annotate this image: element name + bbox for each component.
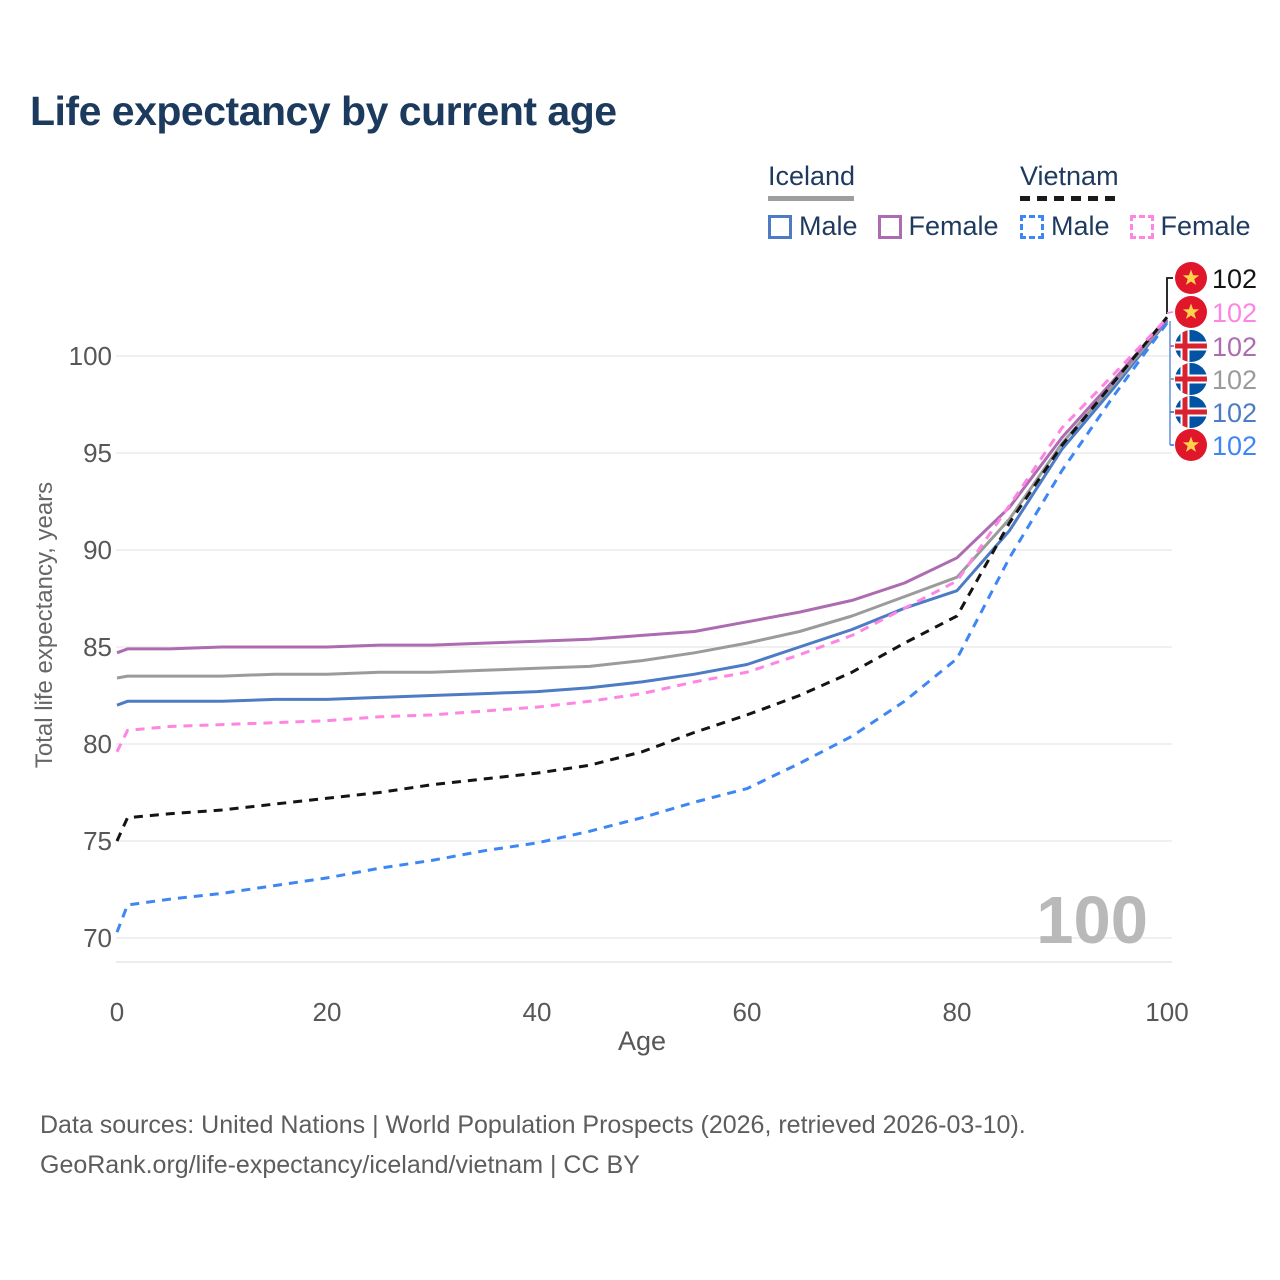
- vietnam-male-swatch-icon: [1020, 214, 1044, 239]
- vietnam-flag-icon: [1175, 296, 1207, 328]
- georank-url-text[interactable]: GeoRank.org/life-expectancy/iceland/viet…: [40, 1151, 640, 1179]
- legend-item-label: Female: [1160, 211, 1251, 241]
- legend-country-vietnam: Vietnam: [1020, 161, 1119, 191]
- x-tick-label: 100: [1145, 997, 1188, 1027]
- leader-line: [1166, 311, 1174, 314]
- vietnam-female-swatch-icon: [1129, 214, 1154, 239]
- legend-country-iceland: Iceland: [768, 161, 856, 191]
- series-line-iceland-total: [116, 319, 1169, 680]
- series-line-vietnam-female: [115, 317, 1169, 753]
- page-title: Life expectancy by current age: [30, 88, 617, 134]
- y-tick-label: 100: [69, 341, 112, 371]
- y-tick-label: 80: [83, 729, 112, 759]
- iceland-male-swatch-icon: [768, 214, 792, 239]
- x-tick-label: 60: [733, 997, 762, 1027]
- legend-item-label: Female: [908, 211, 999, 241]
- legend-group-vietnam: Vietnam Male Female: [1020, 161, 1271, 242]
- footer: Data sources: United Nations | World Pop…: [40, 1105, 1026, 1185]
- end-label-value-iceland-total: 102: [1212, 365, 1257, 395]
- legend-group-iceland: Iceland Male Female: [768, 161, 1019, 242]
- x-tick-label: 20: [313, 997, 342, 1027]
- x-tick-label: 0: [110, 997, 124, 1027]
- legend-linestyle-dashed-sample: [1020, 196, 1120, 201]
- iceland-female-swatch-icon: [877, 214, 902, 239]
- y-tick-label: 75: [83, 826, 112, 856]
- end-label-value-iceland-male: 102: [1212, 398, 1257, 428]
- y-tick-label: 85: [83, 632, 112, 662]
- age-counter-watermark: 100: [1036, 883, 1148, 958]
- legend-item-vietnam-male[interactable]: Male: [1020, 211, 1110, 242]
- series-line-vietnam-male: [115, 322, 1169, 933]
- legend-item-vietnam-female[interactable]: Female: [1129, 211, 1251, 242]
- iceland-flag-icon: [1175, 363, 1207, 395]
- legend-item-label: Male: [799, 211, 858, 241]
- end-label-value-iceland-female: 102: [1212, 332, 1257, 362]
- y-axis-title: Total life expectancy, years: [31, 482, 58, 768]
- y-tick-label: 70: [83, 923, 112, 953]
- y-tick-label: 95: [83, 438, 112, 468]
- legend-item-iceland-male[interactable]: Male: [768, 211, 858, 242]
- vietnam-flag-icon: [1175, 429, 1207, 461]
- legend-item-iceland-female[interactable]: Female: [877, 211, 999, 242]
- vietnam-flag-icon: [1175, 262, 1207, 294]
- x-tick-label: 40: [523, 997, 552, 1027]
- end-label-value-vietnam-total: 102: [1212, 264, 1257, 294]
- leader-line: [1166, 277, 1173, 314]
- x-axis-title: Age: [618, 1026, 666, 1056]
- iceland-flag-icon: [1175, 330, 1207, 362]
- end-label-value-vietnam-female: 102: [1212, 298, 1257, 328]
- series-line-iceland-male: [116, 320, 1169, 707]
- x-tick-label: 80: [943, 997, 972, 1027]
- data-sources-text: Data sources: United Nations | World Pop…: [40, 1111, 1026, 1139]
- legend-item-label: Male: [1051, 211, 1110, 241]
- end-label-value-vietnam-male: 102: [1212, 431, 1257, 461]
- iceland-flag-icon: [1175, 396, 1207, 428]
- legend-linestyle-solid-sample: [768, 196, 854, 201]
- series-line-vietnam-total: [115, 316, 1169, 842]
- series-line-iceland-female: [116, 318, 1169, 655]
- y-tick-label: 90: [83, 535, 112, 565]
